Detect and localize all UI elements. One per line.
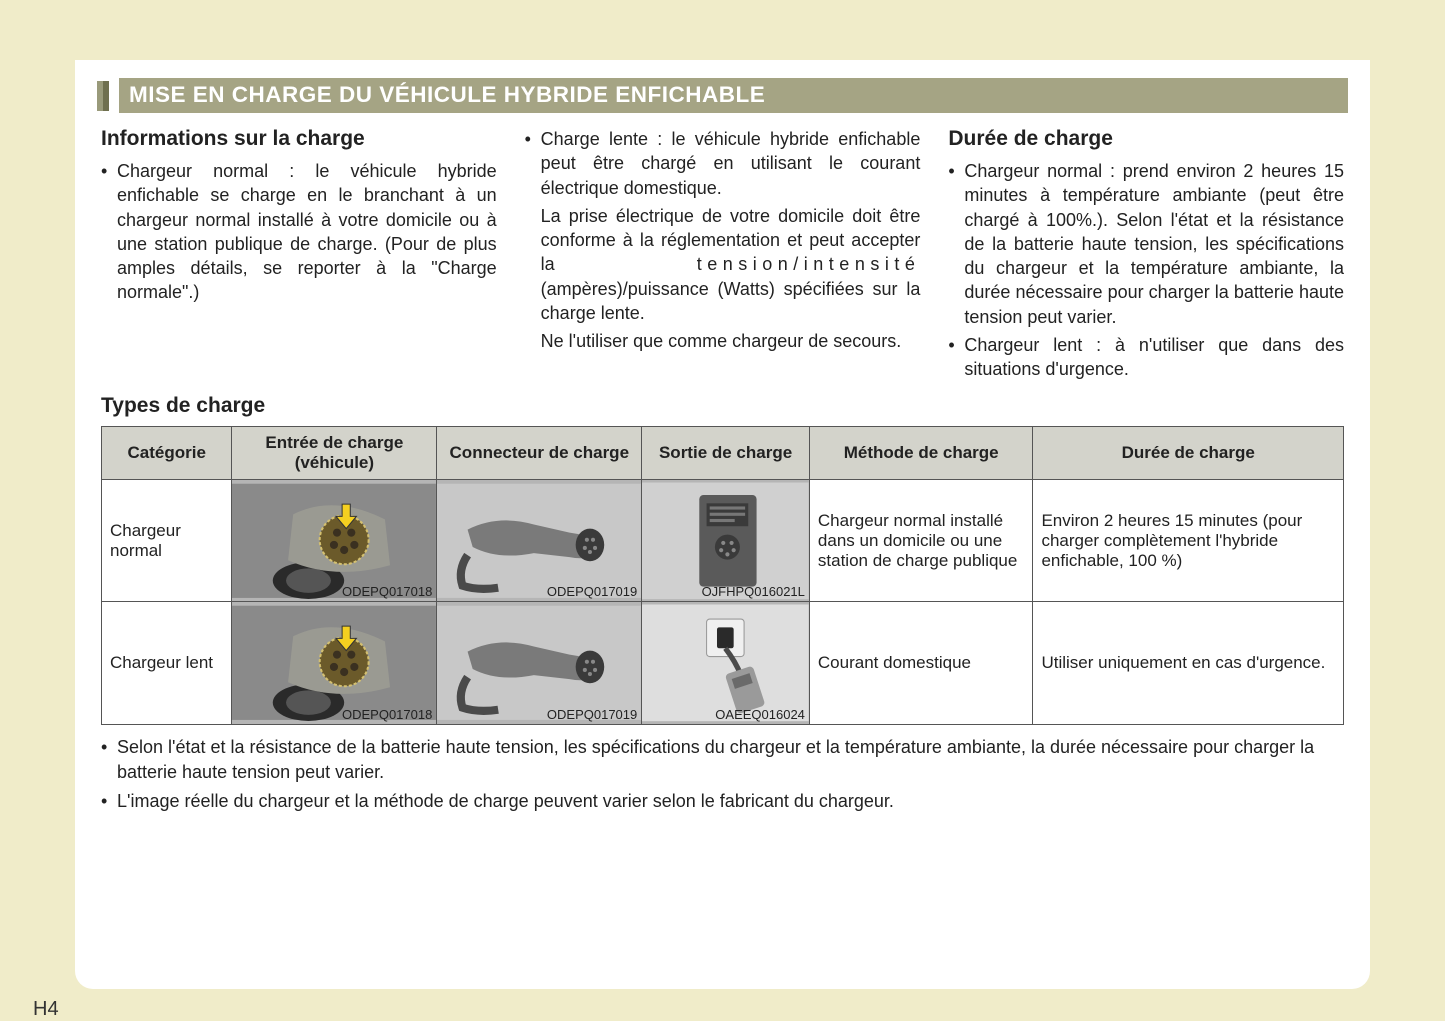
cell-category: Chargeur normal xyxy=(102,479,232,602)
column-1: Informations sur la charge Chargeur norm… xyxy=(101,127,497,386)
image-code: ODEPQ017018 xyxy=(342,707,432,722)
table-row: Chargeur lent xyxy=(102,602,1344,725)
outlet-image: OJFHPQ016021L xyxy=(642,480,809,602)
image-code: ODEPQ017019 xyxy=(547,584,637,599)
th-connector: Connecteur de charge xyxy=(437,426,642,479)
th-category: Catégorie xyxy=(102,426,232,479)
image-code: ODEPQ017018 xyxy=(342,584,432,599)
footnote-item: Selon l'état et la résistance de la batt… xyxy=(101,735,1344,785)
th-outlet: Sortie de charge xyxy=(642,426,810,479)
cell-connector-image: ODEPQ017019 xyxy=(437,602,642,725)
cell-method: Chargeur normal installé dans un domicil… xyxy=(809,479,1033,602)
col3-heading: Durée de charge xyxy=(948,127,1344,151)
charging-station-icon xyxy=(642,480,809,602)
column-3: Durée de charge Chargeur normal : prend … xyxy=(948,127,1344,386)
column-2: Charge lente : le véhicule hybride enfic… xyxy=(525,127,921,386)
types-heading: Types de charge xyxy=(101,394,1344,418)
wall-socket-icon xyxy=(642,602,809,724)
connector-image: ODEPQ017019 xyxy=(437,602,641,724)
charge-connector-icon xyxy=(437,480,641,602)
col2-sub: La prise électrique de votre domicile do… xyxy=(525,204,921,325)
list-item: Chargeur lent : à n'utiliser que dans de… xyxy=(948,333,1344,382)
col2-sub-2: Ne l'utiliser que comme chargeur de seco… xyxy=(525,329,921,353)
footnote-item: L'image réelle du chargeur et la méthode… xyxy=(101,789,1344,814)
cell-category: Chargeur lent xyxy=(102,602,232,725)
list-item: Charge lente : le véhicule hybride enfic… xyxy=(525,127,921,200)
text: (ampères)/puissance (Watts) spécifiées s… xyxy=(541,279,921,323)
outlet-image: OAEEQ016024 xyxy=(642,602,809,724)
footnote-list: Selon l'état et la résistance de la batt… xyxy=(101,735,1344,815)
spaced-text: tension/intensité xyxy=(697,254,921,274)
title-bar: MISE EN CHARGE DU VÉHICULE HYBRIDE ENFIC… xyxy=(97,78,1348,113)
col1-list: Chargeur normal : le véhicule hybride en… xyxy=(101,159,497,305)
footnotes: Selon l'état et la résistance de la batt… xyxy=(75,735,1370,815)
col3-list: Chargeur normal : prend environ 2 heures… xyxy=(948,159,1344,382)
cell-connector-image: ODEPQ017019 xyxy=(437,479,642,602)
content-columns: Informations sur la charge Chargeur norm… xyxy=(75,127,1370,386)
inlet-image: ODEPQ017018 xyxy=(232,602,436,724)
image-code: ODEPQ017019 xyxy=(547,707,637,722)
table-header-row: Catégorie Entrée de charge (véhicule) Co… xyxy=(102,426,1344,479)
col1-heading: Informations sur la charge xyxy=(101,127,497,151)
types-heading-wrap: Types de charge xyxy=(75,394,1370,418)
th-method: Méthode de charge xyxy=(809,426,1033,479)
cell-outlet-image: OJFHPQ016021L xyxy=(642,479,810,602)
list-item: Chargeur normal : le véhicule hybride en… xyxy=(101,159,497,305)
page-title: MISE EN CHARGE DU VÉHICULE HYBRIDE ENFIC… xyxy=(119,78,1348,113)
charge-connector-icon xyxy=(437,602,641,724)
page-number: H4 xyxy=(33,998,59,1021)
connector-image: ODEPQ017019 xyxy=(437,480,641,602)
manual-page: MISE EN CHARGE DU VÉHICULE HYBRIDE ENFIC… xyxy=(75,60,1370,989)
th-inlet: Entrée de charge (véhicule) xyxy=(232,426,437,479)
table-row: Chargeur normal xyxy=(102,479,1344,602)
cell-outlet-image: OAEEQ016024 xyxy=(642,602,810,725)
cell-duration: Environ 2 heures 15 minutes (pour charge… xyxy=(1033,479,1344,602)
vehicle-inlet-icon xyxy=(232,480,436,602)
image-code: OJFHPQ016021L xyxy=(702,584,805,599)
cell-inlet-image: ODEPQ017018 xyxy=(232,479,437,602)
cell-duration: Utiliser uniquement en cas d'urgence. xyxy=(1033,602,1344,725)
col2-list: Charge lente : le véhicule hybride enfic… xyxy=(525,127,921,200)
cell-method: Courant domestique xyxy=(809,602,1033,725)
image-code: OAEEQ016024 xyxy=(715,707,805,722)
title-marker-icon xyxy=(97,81,109,111)
cell-inlet-image: ODEPQ017018 xyxy=(232,602,437,725)
th-duration: Durée de charge xyxy=(1033,426,1344,479)
list-item: Chargeur normal : prend environ 2 heures… xyxy=(948,159,1344,329)
charge-types-table: Catégorie Entrée de charge (véhicule) Co… xyxy=(101,426,1344,725)
vehicle-inlet-icon xyxy=(232,602,436,724)
inlet-image: ODEPQ017018 xyxy=(232,480,436,602)
